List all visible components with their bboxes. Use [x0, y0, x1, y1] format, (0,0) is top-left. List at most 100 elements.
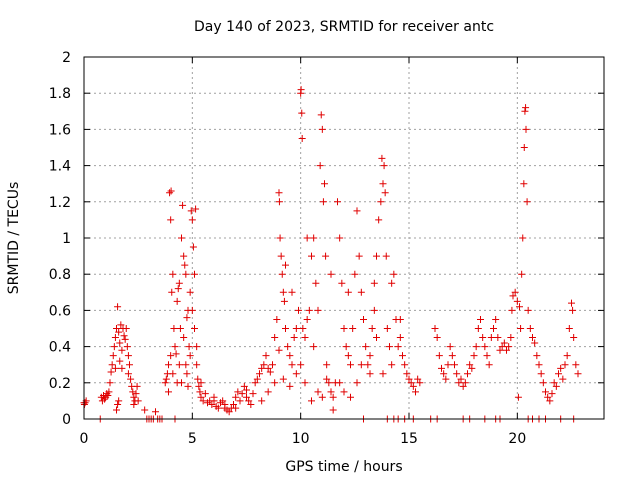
data-point [347, 361, 354, 369]
y-tick-label: 1.8 [49, 86, 71, 102]
data-point [133, 382, 141, 390]
data-point [130, 393, 138, 401]
data-point [390, 270, 398, 278]
data-point [440, 370, 448, 378]
data-point [344, 288, 352, 296]
data-point [298, 109, 306, 117]
data-point [340, 325, 348, 332]
data-point [347, 393, 354, 401]
data-point [115, 328, 123, 336]
data-point [214, 404, 222, 412]
data-point [179, 201, 187, 209]
data-point [438, 364, 445, 372]
data-point [130, 401, 138, 409]
data-point [435, 352, 443, 360]
data-point [373, 334, 380, 342]
data-point [184, 382, 192, 390]
data-point [561, 361, 569, 369]
data-point [344, 352, 352, 360]
data-point [474, 325, 482, 332]
data-point [308, 252, 315, 260]
data-point [225, 408, 233, 416]
data-point [360, 315, 367, 323]
y-tick-label: 1.2 [49, 195, 71, 211]
data-point [253, 375, 261, 383]
data-point [247, 401, 255, 409]
data-point [166, 189, 174, 197]
data-point [322, 252, 330, 260]
data-point [490, 325, 497, 332]
data-point [542, 388, 549, 396]
x-axis-label: GPS time / hours [285, 459, 402, 475]
data-point [121, 335, 129, 343]
data-point [123, 343, 131, 351]
data-point [181, 261, 189, 269]
data-point [526, 325, 534, 332]
data-point [188, 306, 196, 314]
data-point [357, 288, 365, 296]
data-point [280, 297, 288, 305]
data-point [165, 361, 172, 369]
data-point [338, 279, 346, 287]
data-point [111, 364, 119, 372]
data-point [221, 401, 229, 409]
data-point [355, 252, 363, 260]
data-point [171, 343, 179, 351]
data-point [167, 187, 175, 195]
data-point [232, 404, 240, 412]
data-point [498, 343, 506, 351]
data-point [114, 401, 122, 409]
data-point [297, 86, 305, 94]
data-point [477, 315, 484, 323]
data-point [258, 397, 266, 405]
data-point [182, 361, 190, 369]
data-point [492, 315, 500, 323]
data-point [230, 401, 237, 409]
data-point [161, 379, 169, 387]
data-point [169, 270, 177, 278]
data-point [129, 388, 137, 396]
data-point [513, 297, 521, 305]
data-point [377, 198, 385, 206]
data-point [141, 406, 149, 414]
data-point [479, 334, 487, 342]
data-point [368, 325, 376, 332]
data-point [568, 299, 575, 307]
data-point [381, 189, 389, 197]
data-point [298, 134, 306, 142]
data-point [351, 270, 359, 278]
data-point [457, 375, 465, 383]
y-tick-label: 1.4 [49, 159, 71, 175]
data-point [173, 297, 181, 305]
data-point [396, 315, 404, 323]
data-point [470, 352, 478, 360]
y-tick-label: 2 [62, 50, 71, 66]
data-point [517, 325, 525, 332]
data-point [340, 388, 348, 396]
data-point [189, 243, 197, 251]
data-point [375, 216, 383, 224]
data-point [273, 315, 281, 323]
data-point [364, 361, 372, 369]
data-point [292, 325, 300, 332]
data-point [303, 315, 311, 323]
data-point [314, 388, 322, 396]
data-point [210, 393, 218, 401]
y-axis-label: SRMTID / TECUs [6, 182, 22, 295]
data-point [193, 361, 201, 369]
data-point [251, 379, 259, 387]
data-point [336, 379, 344, 387]
data-point [379, 370, 387, 378]
data-point [288, 288, 296, 296]
data-point [245, 397, 253, 405]
data-point [505, 343, 513, 351]
data-point [503, 346, 510, 354]
data-point [271, 334, 279, 342]
data-point [264, 364, 272, 372]
data-point [236, 397, 244, 405]
data-point [120, 332, 128, 340]
y-tick-label: 1.6 [49, 122, 71, 138]
data-point [295, 306, 302, 314]
data-point [290, 334, 298, 342]
data-point [310, 343, 318, 351]
